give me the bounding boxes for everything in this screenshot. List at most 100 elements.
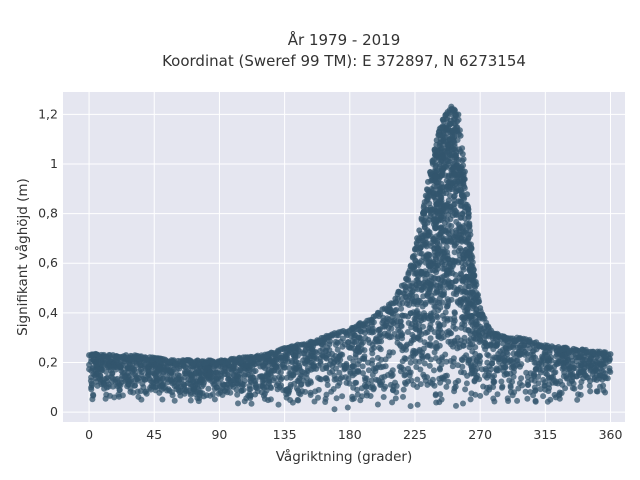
scatter-point <box>412 246 418 253</box>
scatter-point <box>199 390 206 397</box>
scatter-point <box>436 282 443 289</box>
scatter-point <box>466 283 473 290</box>
scatter-point <box>144 372 151 379</box>
scatter-point <box>427 169 434 176</box>
scatter-point <box>370 386 377 393</box>
scatter-point <box>472 278 479 285</box>
scatter-point <box>405 269 412 276</box>
scatter-point <box>372 336 379 343</box>
scatter-point <box>547 364 554 371</box>
scatter-point <box>589 358 596 365</box>
scatter-point <box>168 378 175 385</box>
scatter-point <box>468 257 475 263</box>
scatter-point <box>476 298 483 305</box>
scatter-point <box>98 367 105 374</box>
scatter-point <box>462 386 469 393</box>
scatter-point <box>396 289 403 296</box>
scatter-point <box>388 325 395 332</box>
scatter-point <box>319 366 326 372</box>
scatter-point <box>452 180 459 187</box>
scatter-point <box>253 382 259 389</box>
scatter-point <box>451 126 458 133</box>
scatter-point <box>313 355 320 362</box>
scatter-point <box>464 191 471 198</box>
scatter-point <box>156 375 163 382</box>
scatter-point <box>377 311 384 318</box>
scatter-point <box>426 324 433 331</box>
scatter-point <box>102 395 109 402</box>
scatter-point <box>235 381 242 388</box>
scatter-point <box>115 382 122 389</box>
scatter-point <box>411 298 417 305</box>
scatter-point <box>571 385 578 392</box>
scatter-point <box>458 356 465 363</box>
scatter-point <box>506 357 513 364</box>
scatter-point <box>211 385 218 392</box>
scatter-point <box>369 360 375 367</box>
scatter-point <box>500 364 507 371</box>
scatter-point <box>487 341 494 348</box>
scatter-point <box>457 132 464 139</box>
scatter-point <box>455 111 462 118</box>
scatter-point <box>434 289 440 296</box>
scatter-point <box>442 134 448 141</box>
scatter-point <box>451 201 458 207</box>
scatter-point <box>336 369 343 376</box>
scatter-point <box>192 370 199 377</box>
scatter-point <box>361 356 368 363</box>
scatter-point <box>431 190 438 197</box>
scatter-point <box>138 396 145 403</box>
scatter-point <box>495 367 502 374</box>
scatter-point <box>433 355 439 362</box>
scatter-point <box>430 216 437 223</box>
scatter-point <box>237 367 244 374</box>
scatter-point <box>456 252 463 258</box>
scatter-point <box>401 282 408 288</box>
scatter-point <box>283 386 290 393</box>
scatter-point <box>438 274 445 281</box>
scatter-point <box>361 382 368 389</box>
scatter-point <box>448 296 455 303</box>
scatter-point <box>440 321 447 328</box>
scatter-point <box>354 368 361 375</box>
scatter-point <box>391 317 398 324</box>
scatter-point <box>225 375 232 382</box>
scatter-point <box>400 386 407 393</box>
scatter-point <box>451 205 457 212</box>
scatter-point <box>175 387 182 394</box>
scatter-point <box>375 327 382 334</box>
scatter-point <box>581 360 588 367</box>
scatter-point <box>125 381 132 388</box>
scatter-point <box>190 385 197 392</box>
scatter-point <box>465 203 472 210</box>
scatter-point <box>119 369 126 376</box>
scatter-point <box>456 274 463 281</box>
scatter-point <box>540 393 547 400</box>
scatter-point <box>472 330 479 336</box>
scatter-point <box>326 361 333 368</box>
scatter-point <box>353 379 360 386</box>
scatter-point <box>317 360 324 367</box>
scatter-point <box>585 374 592 381</box>
scatter-point <box>438 335 445 342</box>
scatter-point <box>577 369 584 376</box>
scatter-point <box>252 391 259 398</box>
scatter-point <box>593 388 600 395</box>
scatter-point <box>586 364 593 371</box>
scatter-point <box>426 362 433 369</box>
scatter-point <box>471 377 478 384</box>
scatter-point <box>419 353 426 360</box>
scatter-point <box>248 379 255 385</box>
y-tick-label: 0,2 <box>38 354 58 369</box>
scatter-point <box>414 235 421 242</box>
x-tick-labels: 0 45 90 135 180 225 270 315 360 <box>85 427 622 442</box>
scatter-point <box>246 386 253 393</box>
scatter-point <box>602 375 609 382</box>
scatter-point <box>440 116 447 123</box>
scatter-point <box>111 364 118 371</box>
scatter-point <box>300 377 307 384</box>
scatter-point <box>247 367 253 374</box>
scatter-point <box>359 363 366 370</box>
scatter-point <box>437 391 444 398</box>
scatter-point <box>219 381 226 388</box>
